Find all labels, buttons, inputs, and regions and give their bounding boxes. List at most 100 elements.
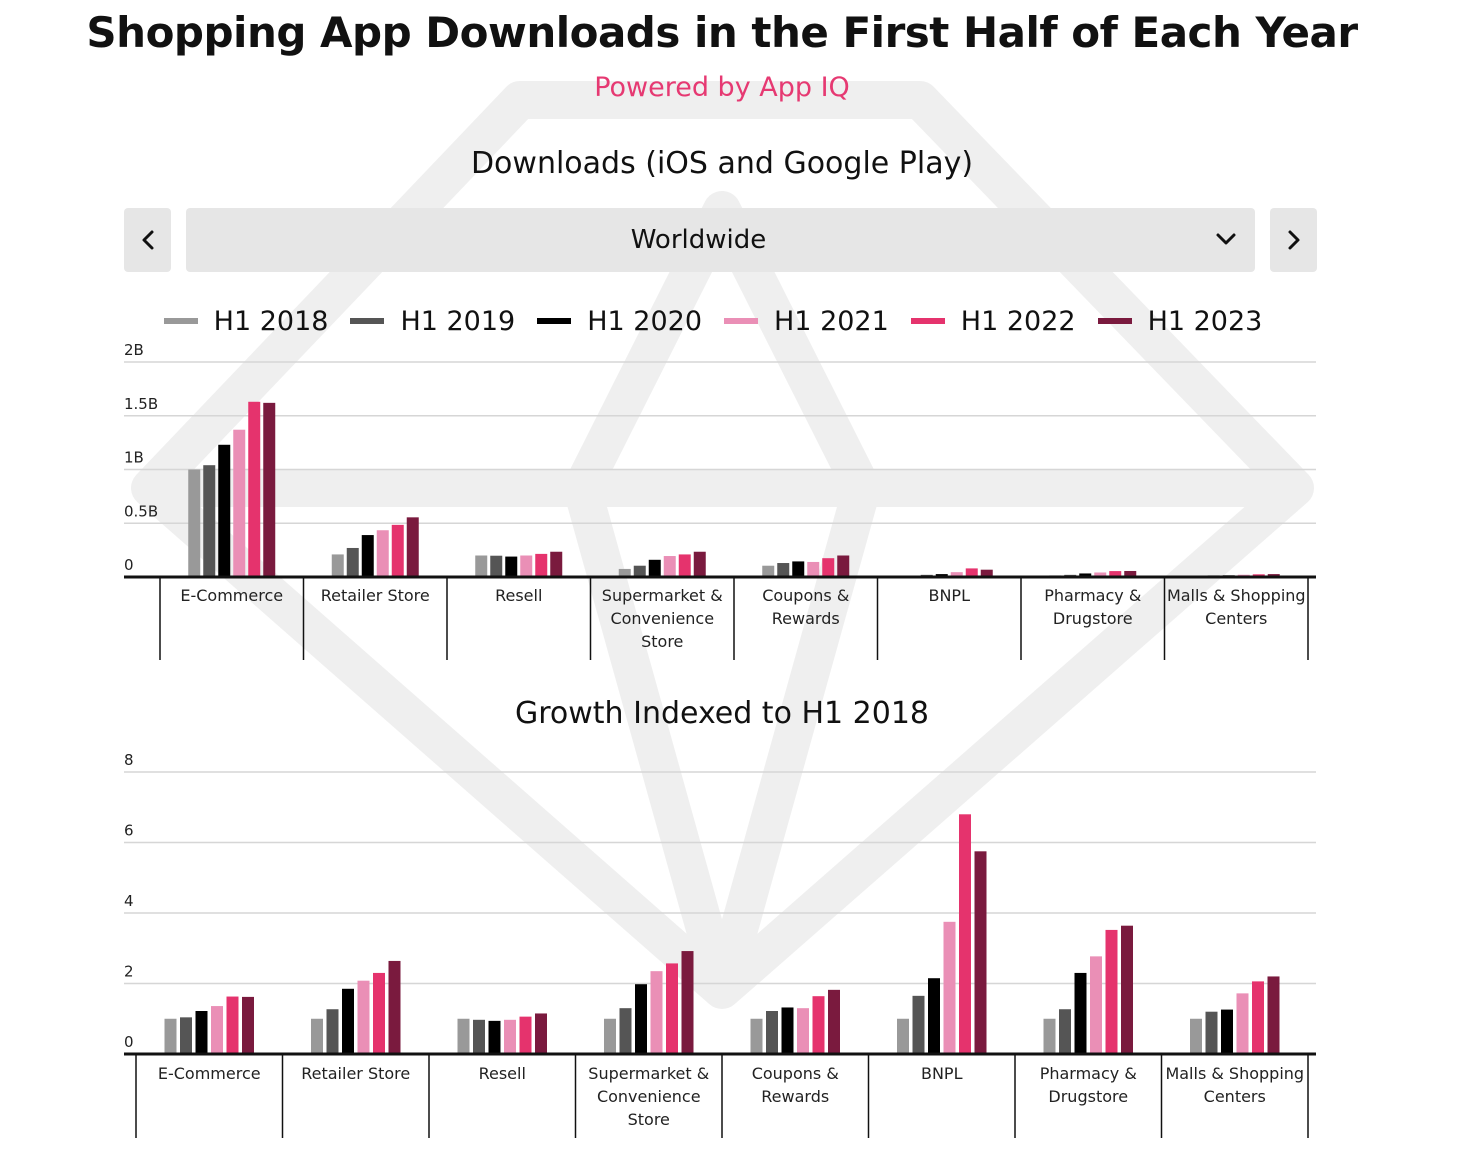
bar-e-commerce-h1-2019[interactable] bbox=[203, 465, 216, 577]
legend-item-h1-2023[interactable]: H1 2023 bbox=[1097, 306, 1262, 337]
legend-item-h1-2020[interactable]: H1 2020 bbox=[537, 306, 702, 337]
bar-bnpl-h1-2019[interactable] bbox=[912, 995, 925, 1054]
bar-supermarket-convenience-store-h1-2020[interactable] bbox=[648, 559, 661, 577]
bar-malls-shopping-centers-h1-2022[interactable] bbox=[1252, 981, 1264, 1054]
bar-e-commerce-h1-2020[interactable] bbox=[218, 444, 231, 577]
bar-resell-h1-2023[interactable] bbox=[535, 1013, 547, 1054]
bar-resell-h1-2020[interactable] bbox=[505, 556, 518, 577]
bar-e-commerce-h1-2021[interactable] bbox=[233, 429, 246, 577]
bar-retailer-store-h1-2021[interactable] bbox=[357, 980, 370, 1054]
bar-retailer-store-h1-2018[interactable] bbox=[331, 554, 344, 577]
bar-retailer-store-h1-2020[interactable] bbox=[361, 535, 374, 577]
x-category-label: Resell bbox=[479, 1064, 526, 1083]
bar-e-commerce-h1-2018[interactable] bbox=[188, 469, 201, 578]
previous-button[interactable] bbox=[124, 208, 171, 272]
bar-pharmacy-drugstore-h1-2020[interactable] bbox=[1074, 972, 1087, 1054]
bar-bnpl-h1-2018[interactable] bbox=[897, 1018, 909, 1054]
bar-pharmacy-drugstore-h1-2019[interactable] bbox=[1059, 1009, 1071, 1054]
legend-item-h1-2019[interactable]: H1 2019 bbox=[350, 306, 515, 337]
bar-resell-h1-2020[interactable] bbox=[488, 1020, 501, 1054]
bar-retailer-store-h1-2020[interactable] bbox=[342, 988, 354, 1054]
bar-malls-shopping-centers-h1-2020[interactable] bbox=[1221, 1009, 1233, 1054]
x-category-label: Supermarket & Convenience Store bbox=[602, 586, 723, 651]
bar-retailer-store-h1-2018[interactable] bbox=[311, 1018, 323, 1054]
bar-supermarket-convenience-store-h1-2021[interactable] bbox=[650, 971, 663, 1054]
bar-e-commerce-h1-2023[interactable] bbox=[263, 402, 276, 577]
bar-resell-h1-2021[interactable] bbox=[504, 1019, 516, 1054]
bar-retailer-store-h1-2023[interactable] bbox=[388, 960, 401, 1054]
bar-retailer-store-h1-2022[interactable] bbox=[373, 972, 385, 1054]
bar-supermarket-convenience-store-h1-2022[interactable] bbox=[666, 963, 678, 1054]
bar-coupons-rewards-h1-2021[interactable] bbox=[797, 1008, 809, 1054]
bar-bnpl-h1-2022[interactable] bbox=[959, 814, 971, 1054]
region-dropdown[interactable]: Worldwide bbox=[186, 208, 1255, 272]
bar-e-commerce-h1-2022[interactable] bbox=[226, 996, 239, 1054]
bar-resell-h1-2022[interactable] bbox=[519, 1016, 532, 1054]
bar-coupons-rewards-h1-2022[interactable] bbox=[812, 996, 825, 1054]
bar-malls-shopping-centers-h1-2019[interactable] bbox=[1205, 1011, 1218, 1054]
bar-retailer-store-h1-2023[interactable] bbox=[406, 517, 419, 577]
bar-retailer-store-h1-2021[interactable] bbox=[376, 530, 389, 577]
x-category-label: BNPL bbox=[928, 586, 970, 605]
bar-retailer-store-h1-2019[interactable] bbox=[326, 1009, 339, 1054]
bar-resell-h1-2018[interactable] bbox=[475, 555, 488, 578]
bar-coupons-rewards-h1-2019[interactable] bbox=[766, 1010, 778, 1054]
bar-retailer-store-h1-2022[interactable] bbox=[391, 524, 404, 577]
bar-e-commerce-h1-2022[interactable] bbox=[248, 401, 261, 577]
bar-supermarket-convenience-store-h1-2023[interactable] bbox=[693, 551, 706, 577]
bar-supermarket-convenience-store-h1-2023[interactable] bbox=[681, 951, 694, 1054]
bar-supermarket-convenience-store-h1-2019[interactable] bbox=[619, 1008, 632, 1054]
bar-bnpl-h1-2023[interactable] bbox=[974, 851, 987, 1054]
bar-malls-shopping-centers-h1-2023[interactable] bbox=[1267, 976, 1280, 1054]
bar-bnpl-h1-2022[interactable] bbox=[965, 568, 978, 577]
x-category-label: Malls & Shopping Centers bbox=[1165, 1064, 1304, 1106]
bar-coupons-rewards-h1-2018[interactable] bbox=[750, 1018, 763, 1054]
bar-bnpl-h1-2021[interactable] bbox=[943, 921, 956, 1054]
bar-pharmacy-drugstore-h1-2023[interactable] bbox=[1121, 925, 1133, 1054]
bar-coupons-rewards-h1-2023[interactable] bbox=[828, 989, 840, 1054]
bar-supermarket-convenience-store-h1-2019[interactable] bbox=[633, 565, 646, 577]
bar-bnpl-h1-2021[interactable] bbox=[950, 572, 963, 577]
bar-pharmacy-drugstore-h1-2021[interactable] bbox=[1094, 572, 1107, 577]
bar-coupons-rewards-h1-2023[interactable] bbox=[837, 555, 850, 578]
legend-item-h1-2018[interactable]: H1 2018 bbox=[163, 306, 328, 337]
bar-resell-h1-2022[interactable] bbox=[535, 553, 548, 577]
bar-e-commerce-h1-2021[interactable] bbox=[211, 1006, 223, 1054]
bar-pharmacy-drugstore-h1-2022[interactable] bbox=[1109, 571, 1122, 577]
bar-e-commerce-h1-2020[interactable] bbox=[195, 1010, 208, 1054]
bar-resell-h1-2023[interactable] bbox=[550, 551, 563, 577]
x-category-label: Supermarket & Convenience Store bbox=[588, 1064, 709, 1129]
bar-pharmacy-drugstore-h1-2020[interactable] bbox=[1079, 573, 1092, 577]
bar-coupons-rewards-h1-2020[interactable] bbox=[781, 1007, 794, 1054]
bar-bnpl-h1-2023[interactable] bbox=[980, 569, 993, 577]
bar-e-commerce-h1-2018[interactable] bbox=[164, 1018, 177, 1054]
bar-coupons-rewards-h1-2018[interactable] bbox=[762, 565, 775, 577]
y-tick-label: 0 bbox=[124, 556, 134, 574]
legend-item-h1-2021[interactable]: H1 2021 bbox=[724, 306, 889, 337]
bar-supermarket-convenience-store-h1-2021[interactable] bbox=[663, 556, 676, 577]
bar-supermarket-convenience-store-h1-2018[interactable] bbox=[604, 1018, 616, 1054]
bar-retailer-store-h1-2019[interactable] bbox=[346, 547, 359, 577]
bar-malls-shopping-centers-h1-2021[interactable] bbox=[1236, 993, 1249, 1054]
bar-pharmacy-drugstore-h1-2021[interactable] bbox=[1090, 956, 1102, 1054]
bar-resell-h1-2019[interactable] bbox=[490, 555, 503, 577]
next-button[interactable] bbox=[1270, 208, 1317, 272]
bar-coupons-rewards-h1-2021[interactable] bbox=[807, 561, 820, 577]
bar-e-commerce-h1-2019[interactable] bbox=[180, 1017, 192, 1054]
bar-resell-h1-2019[interactable] bbox=[473, 1019, 485, 1054]
bar-pharmacy-drugstore-h1-2018[interactable] bbox=[1043, 1018, 1056, 1054]
bar-supermarket-convenience-store-h1-2018[interactable] bbox=[618, 568, 631, 577]
bar-pharmacy-drugstore-h1-2023[interactable] bbox=[1124, 570, 1137, 577]
bar-bnpl-h1-2020[interactable] bbox=[928, 978, 940, 1054]
bar-coupons-rewards-h1-2019[interactable] bbox=[777, 563, 790, 577]
bar-supermarket-convenience-store-h1-2020[interactable] bbox=[635, 984, 647, 1054]
bar-coupons-rewards-h1-2022[interactable] bbox=[822, 558, 835, 577]
bar-malls-shopping-centers-h1-2018[interactable] bbox=[1190, 1018, 1202, 1054]
bar-supermarket-convenience-store-h1-2022[interactable] bbox=[678, 554, 691, 577]
bar-e-commerce-h1-2023[interactable] bbox=[242, 996, 254, 1054]
bar-pharmacy-drugstore-h1-2022[interactable] bbox=[1105, 929, 1118, 1054]
bar-resell-h1-2021[interactable] bbox=[520, 555, 533, 578]
legend-item-h1-2022[interactable]: H1 2022 bbox=[910, 306, 1076, 337]
bar-resell-h1-2018[interactable] bbox=[457, 1018, 470, 1054]
bar-coupons-rewards-h1-2020[interactable] bbox=[792, 561, 805, 577]
